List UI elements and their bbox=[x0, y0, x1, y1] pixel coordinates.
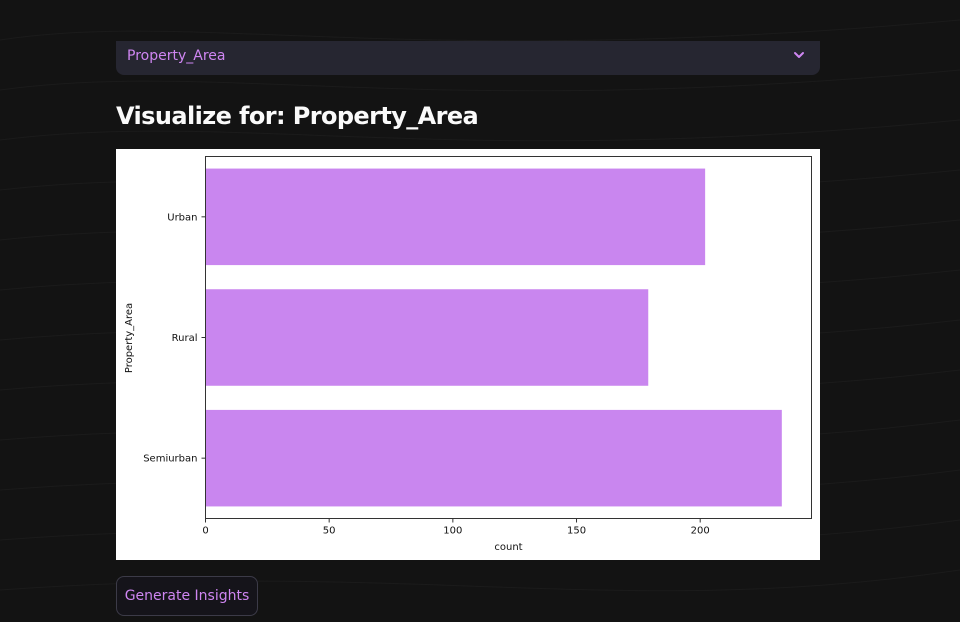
x-axis-label: count bbox=[494, 542, 522, 553]
x-tick-label: 50 bbox=[323, 526, 336, 537]
chevron-down-icon bbox=[794, 52, 804, 58]
generate-insights-button[interactable]: Generate Insights bbox=[116, 576, 258, 616]
y-tick-label: Semiurban bbox=[143, 454, 197, 465]
bar-semiurban bbox=[206, 409, 782, 507]
property-select[interactable]: Property_Area bbox=[116, 41, 820, 75]
bar-rural bbox=[206, 289, 649, 386]
chart-container: Urban Rural Semiurban 0 50 100 150 200 count P… bbox=[116, 149, 820, 560]
y-axis-label: Property_Area bbox=[124, 303, 135, 373]
bar-urban bbox=[206, 168, 706, 266]
x-tick-label: 100 bbox=[443, 526, 462, 537]
x-tick-label: 0 bbox=[202, 526, 208, 537]
x-tick-label: 200 bbox=[691, 526, 710, 537]
y-tick-label: Rural bbox=[172, 333, 198, 344]
property-select-value: Property_Area bbox=[127, 48, 226, 64]
y-tick-label: Urban bbox=[167, 212, 197, 223]
bar-chart: Urban Rural Semiurban 0 50 100 150 200 count P… bbox=[124, 156, 812, 553]
x-tick-label: 150 bbox=[567, 526, 586, 537]
section-title: Visualize for: Property_Area bbox=[116, 102, 479, 130]
